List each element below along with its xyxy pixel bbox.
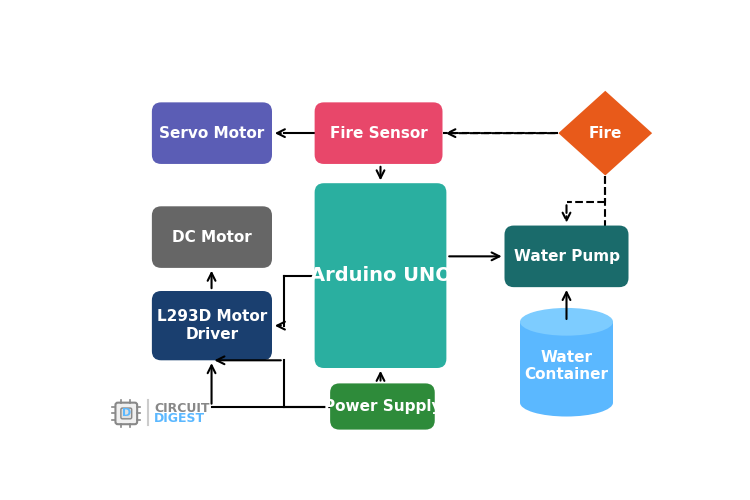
Text: DC Motor: DC Motor (172, 230, 252, 244)
FancyBboxPatch shape (121, 408, 132, 419)
Text: Servo Motor: Servo Motor (159, 126, 265, 140)
Text: Water Pump: Water Pump (514, 249, 619, 264)
FancyBboxPatch shape (315, 102, 442, 164)
Text: Fire Sensor: Fire Sensor (330, 126, 427, 140)
Text: Arduino UNO: Arduino UNO (310, 266, 452, 285)
Text: Fire: Fire (589, 126, 622, 140)
Text: DIGEST: DIGEST (154, 412, 206, 426)
FancyBboxPatch shape (505, 226, 628, 287)
FancyBboxPatch shape (315, 183, 446, 368)
Bar (520, 322, 613, 402)
FancyBboxPatch shape (152, 291, 272, 360)
Ellipse shape (520, 389, 613, 416)
Ellipse shape (520, 308, 613, 336)
FancyBboxPatch shape (330, 384, 435, 430)
Text: L293D Motor
Driver: L293D Motor Driver (157, 310, 267, 342)
Polygon shape (558, 91, 652, 176)
FancyBboxPatch shape (152, 206, 272, 268)
Text: D: D (122, 408, 131, 418)
Text: CIRCUIT: CIRCUIT (154, 402, 210, 414)
FancyBboxPatch shape (152, 102, 272, 164)
Text: Power Supply: Power Supply (324, 399, 441, 414)
Text: Water
Container: Water Container (524, 350, 608, 382)
FancyBboxPatch shape (116, 402, 137, 424)
